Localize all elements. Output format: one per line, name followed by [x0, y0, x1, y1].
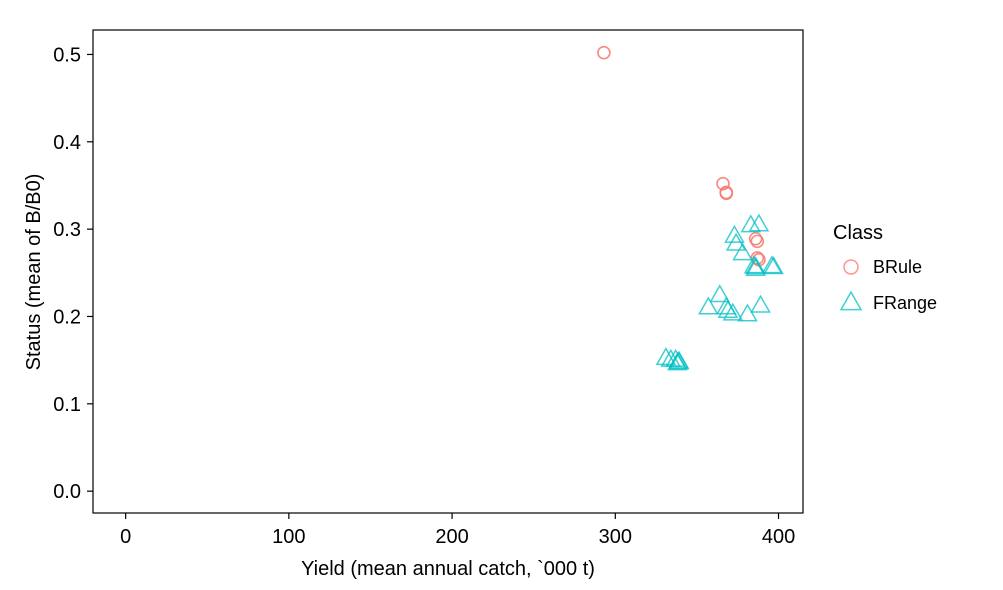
data-point-frange: [709, 284, 731, 303]
x-tick-label: 400: [762, 526, 795, 548]
data-points: [597, 45, 784, 371]
data-point-frange: [763, 256, 784, 275]
data-point-frange: [745, 258, 766, 277]
legend-key-circle: [843, 259, 859, 275]
y-tick-label: 0.2: [53, 306, 81, 328]
plot-frame: [92, 29, 804, 514]
legend-label: BRule: [873, 257, 922, 277]
y-tick-label: 0.0: [53, 481, 81, 503]
legend: Class BRule FRange: [833, 222, 937, 313]
data-point-frange: [750, 294, 771, 313]
x-tick-label: 300: [599, 526, 632, 548]
data-point-frange: [748, 213, 770, 232]
y-tick-label: 0.5: [53, 44, 81, 66]
legend-key-triangle: [839, 290, 863, 311]
data-point-frange: [722, 302, 744, 321]
data-point-frange: [667, 352, 688, 371]
data-point-frange: [732, 242, 753, 261]
x-tick-label: 0: [120, 526, 131, 548]
x-axis: 0 100 200 300 400: [120, 513, 795, 548]
data-point-frange: [725, 232, 747, 251]
data-point-brule: [716, 176, 730, 191]
data-point-brule: [719, 186, 734, 201]
data-point-frange: [740, 214, 762, 233]
x-tick-label: 100: [272, 526, 305, 548]
legend-label: FRange: [873, 293, 937, 313]
x-axis-title: Yield (mean annual catch, `000 t): [301, 558, 595, 580]
legend-entries: BRule FRange: [839, 257, 937, 313]
y-tick-label: 0.1: [53, 394, 81, 416]
data-point-frange: [724, 224, 745, 243]
data-point-brule: [748, 231, 763, 246]
data-point-frange: [655, 347, 677, 366]
data-point-brule: [597, 45, 611, 60]
y-tick-label: 0.3: [53, 219, 81, 241]
data-point-frange: [745, 256, 766, 275]
plot-area: 0.0 0.1 0.2 0.3 0.4 0.5 0 100 200 300 400: [53, 29, 804, 548]
data-point-frange: [717, 299, 739, 318]
data-point-frange: [761, 255, 783, 274]
data-point-frange: [698, 296, 719, 315]
x-tick-label: 200: [435, 526, 468, 548]
y-axis-title: Status (mean of B/B0): [23, 174, 45, 371]
y-tick-label: 0.4: [53, 132, 81, 154]
data-point-frange: [668, 351, 690, 370]
data-point-frange: [737, 303, 758, 322]
legend-title: Class: [833, 222, 883, 244]
data-point-brule: [750, 234, 765, 249]
y-axis: 0.0 0.1 0.2 0.3 0.4 0.5: [53, 44, 93, 503]
